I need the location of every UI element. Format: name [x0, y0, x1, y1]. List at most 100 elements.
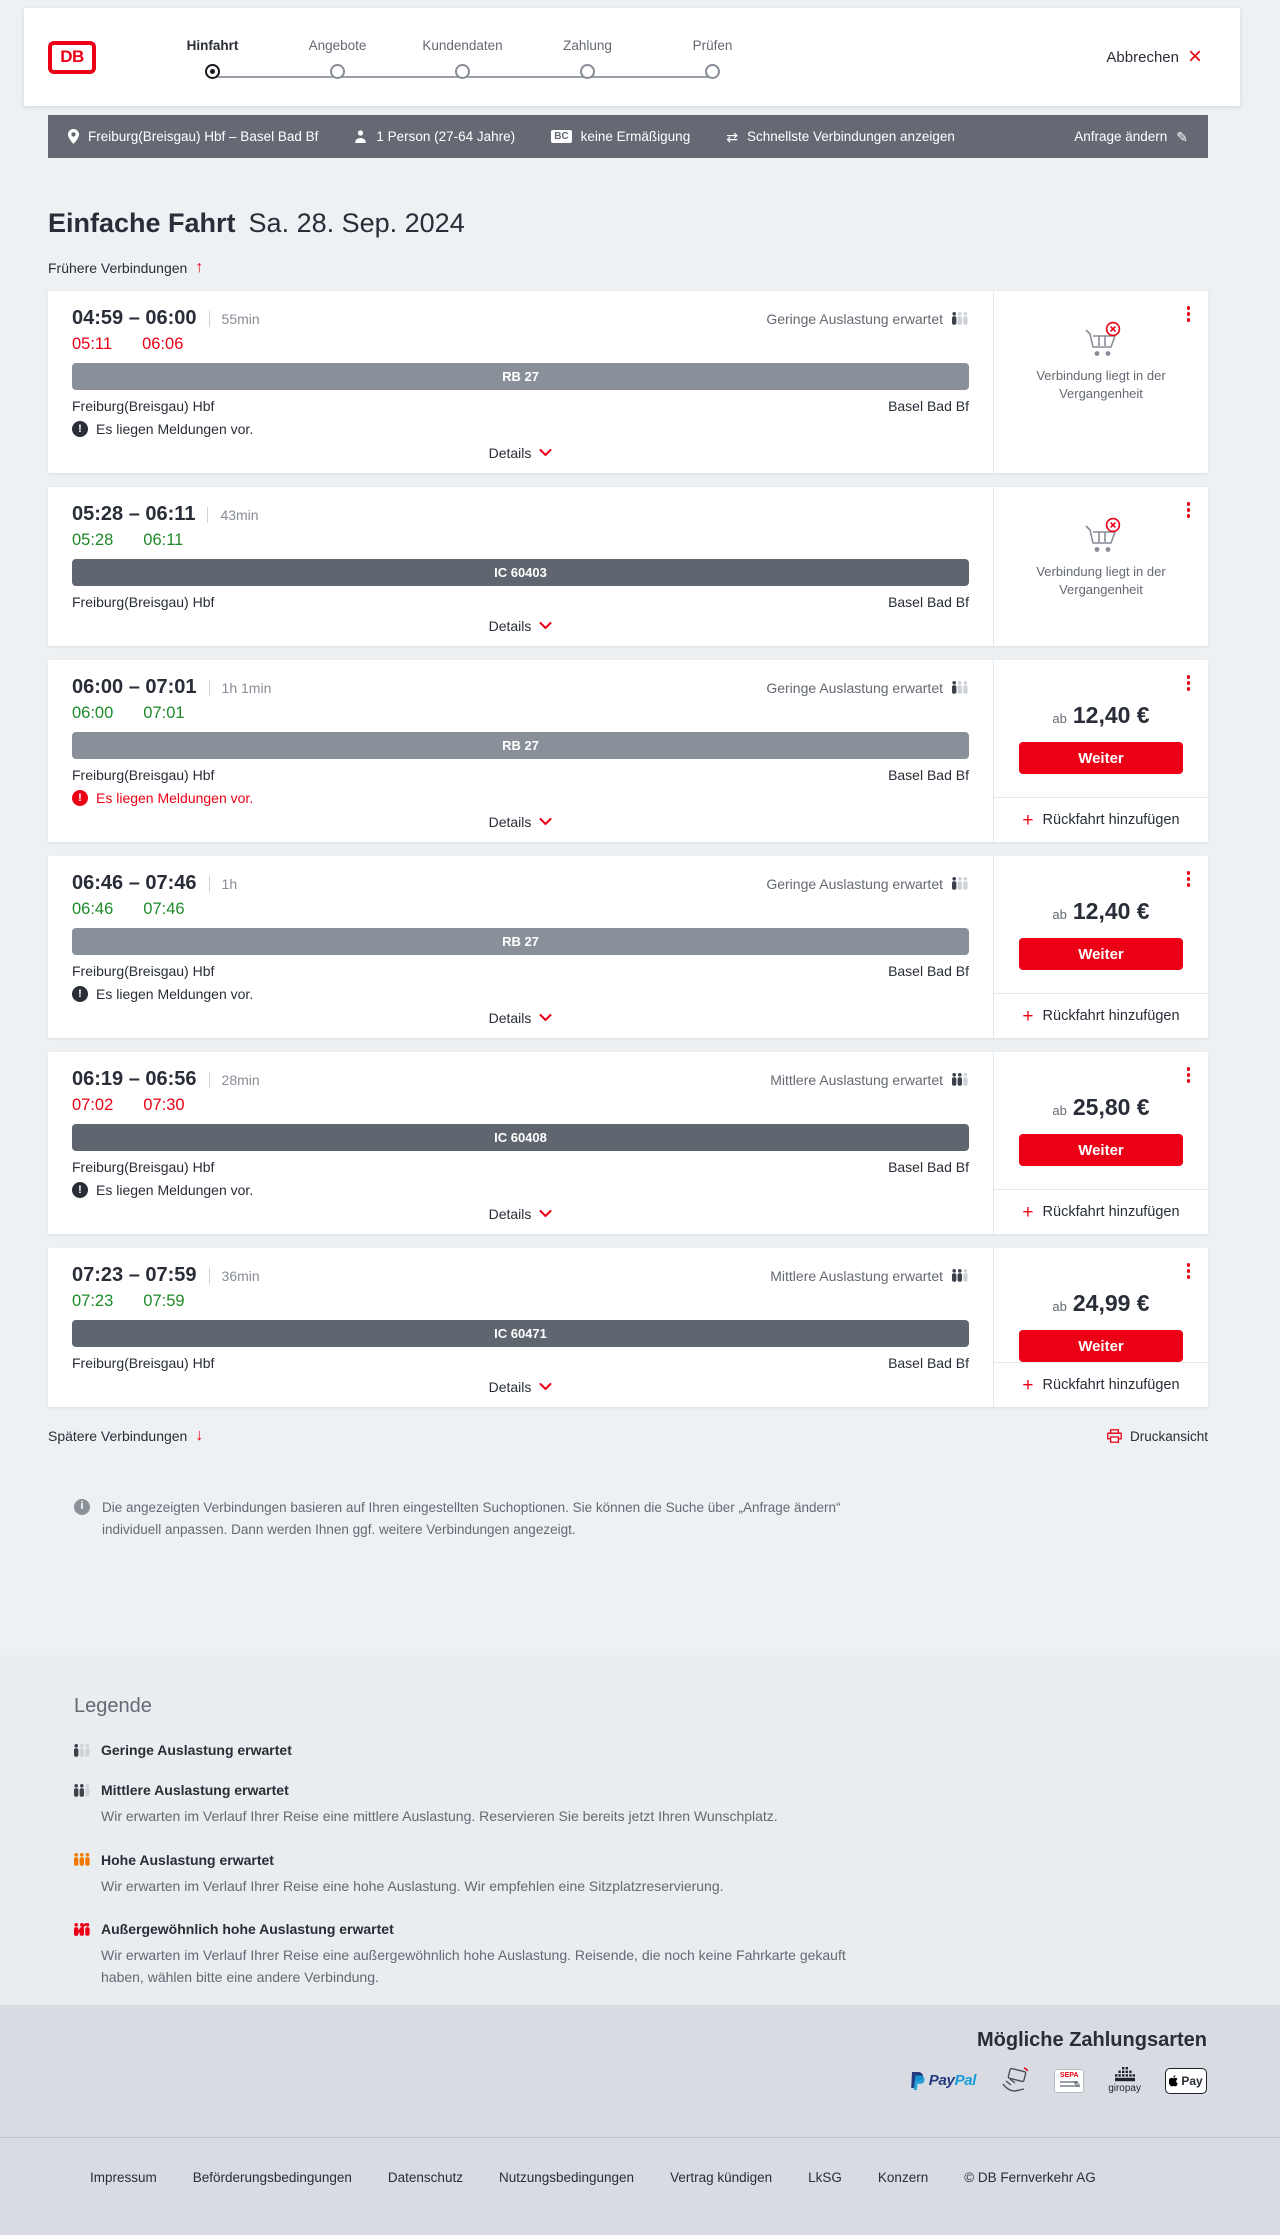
- legend-item: Geringe Auslastung erwartet: [74, 1742, 1280, 1758]
- occupancy-icon: [952, 1269, 968, 1282]
- occupancy-icon: [952, 681, 968, 694]
- destination-station: Basel Bad Bf: [888, 767, 969, 783]
- footer-link[interactable]: Nutzungsbedingungen: [498, 2170, 635, 2185]
- print-view-link[interactable]: Druckansicht: [1107, 1429, 1208, 1444]
- travel-date: Sa. 28. Sep. 2024: [248, 208, 465, 238]
- earlier-connections-link[interactable]: Frühere Verbindungen ↑: [48, 259, 204, 276]
- footer-link[interactable]: Impressum: [90, 2170, 157, 2185]
- add-return-button[interactable]: + Rückfahrt hinzufügen: [994, 993, 1208, 1038]
- real-departure: 06:46: [72, 900, 114, 918]
- footer-links: Impressum Beförderungsbedingungen Datensch…: [90, 2170, 1096, 2185]
- destination-station: Basel Bad Bf: [888, 1355, 969, 1371]
- details-toggle[interactable]: Details: [489, 1198, 553, 1222]
- pencil-icon: ✎: [1176, 128, 1188, 145]
- messages-notice[interactable]: ! Es liegen Meldungen vor.: [72, 790, 253, 806]
- connection-card: 06:19 – 06:56 28min Mittlere Auslastung …: [48, 1052, 1208, 1234]
- train-segment-bar[interactable]: IC 60471: [72, 1320, 969, 1347]
- weiter-button[interactable]: Weiter: [1019, 1134, 1183, 1166]
- step-4[interactable]: Prüfen: [650, 38, 775, 79]
- origin-station: Freiburg(Breisgau) Hbf: [72, 1159, 215, 1175]
- card-menu-button[interactable]: [1184, 499, 1194, 521]
- add-return-button[interactable]: + Rückfahrt hinzufügen: [994, 1189, 1208, 1234]
- destination-station: Basel Bad Bf: [888, 398, 969, 414]
- real-departure: 07:02: [72, 1096, 114, 1114]
- card-menu-button[interactable]: [1184, 1260, 1194, 1282]
- price: ab 12,40 €: [1052, 898, 1150, 924]
- header: DB Hinfahrt Angebote Kundendaten Zahlung…: [24, 8, 1240, 106]
- train-segment-bar[interactable]: RB 27: [72, 928, 969, 955]
- later-connections-link[interactable]: Spätere Verbindungen ↓: [48, 1427, 204, 1444]
- db-logo: DB: [48, 40, 96, 74]
- real-times: 05:11 06:06: [72, 335, 969, 354]
- offer-panel: Verbindung liegt in der Vergangenheit: [993, 291, 1208, 473]
- step-0[interactable]: Hinfahrt: [150, 38, 275, 79]
- past-connection-label: Verbindung liegt in der Vergangenheit: [1036, 368, 1166, 402]
- weiter-button[interactable]: Weiter: [1019, 938, 1183, 970]
- card-menu-button[interactable]: [1184, 303, 1194, 325]
- step-circle-icon: [205, 63, 220, 79]
- messages-notice[interactable]: ! Es liegen Meldungen vor.: [72, 1182, 253, 1198]
- weiter-button[interactable]: Weiter: [1019, 742, 1183, 774]
- arrow-up-icon: ↑: [195, 259, 204, 276]
- page-title: Einfache Fahrt Sa. 28. Sep. 2024: [48, 208, 465, 238]
- details-toggle[interactable]: Details: [489, 1371, 553, 1395]
- alert-icon: !: [72, 421, 88, 437]
- train-segment-bar[interactable]: RB 27: [72, 732, 969, 759]
- connection-card: 05:28 – 06:11 43min 05:28 06:11 IC 60403…: [48, 487, 1208, 646]
- occupancy-icon: [952, 1073, 968, 1086]
- connection-times: 07:23 – 07:59: [72, 1264, 197, 1286]
- add-return-button[interactable]: + Rückfahrt hinzufügen: [994, 1362, 1208, 1407]
- add-return-button[interactable]: + Rückfahrt hinzufügen: [994, 797, 1208, 842]
- details-toggle[interactable]: Details: [489, 1002, 553, 1026]
- alert-icon: !: [72, 1182, 88, 1198]
- real-times: 07:23 07:59: [72, 1292, 969, 1311]
- footer-link[interactable]: Beförderungsbedingungen: [192, 2170, 352, 2185]
- occupancy-icon: [952, 312, 968, 325]
- details-toggle[interactable]: Details: [489, 610, 553, 634]
- messages-notice[interactable]: ! Es liegen Meldungen vor.: [72, 421, 253, 437]
- footer-link[interactable]: Vertrag kündigen: [670, 2170, 773, 2185]
- real-times: 06:00 07:01: [72, 704, 969, 723]
- footer-link[interactable]: Konzern: [877, 2170, 929, 2185]
- train-segment-bar[interactable]: IC 60403: [72, 559, 969, 586]
- footer-link[interactable]: Datenschutz: [387, 2170, 463, 2185]
- cancel-button[interactable]: Abbrechen ×: [1106, 45, 1202, 69]
- footer-link[interactable]: LkSG: [808, 2170, 842, 2185]
- train-segment-bar[interactable]: RB 27: [72, 363, 969, 390]
- card-menu-button[interactable]: [1184, 672, 1194, 694]
- step-1[interactable]: Angebote: [275, 38, 400, 79]
- legend-item: Hohe Auslastung erwartet Wir erwarten im…: [74, 1852, 1280, 1898]
- connection-card: 06:46 – 07:46 1h Geringe Auslastung erwa…: [48, 856, 1208, 1038]
- copyright: © DB Fernverkehr AG: [964, 2170, 1096, 2185]
- printer-icon: [1107, 1429, 1122, 1443]
- legend-section: Legende Geringe Auslastung erwartet Mitt…: [0, 1655, 1280, 2005]
- offer-panel: ab 24,99 € Weiter + Rückfahrt hinzufügen: [993, 1248, 1208, 1407]
- swap-arrows-icon: ⇄: [726, 128, 738, 145]
- step-2[interactable]: Kundendaten: [400, 38, 525, 79]
- edit-request-button[interactable]: Anfrage ändern ✎: [1074, 128, 1188, 145]
- price: ab 25,80 €: [1052, 1094, 1150, 1120]
- sepa-icon: SEPA ✎: [1054, 2068, 1085, 2093]
- plus-icon: +: [1022, 1201, 1034, 1223]
- card-menu-button[interactable]: [1184, 1064, 1194, 1086]
- details-toggle[interactable]: Details: [489, 806, 553, 830]
- discount-summary: BC keine Ermäßigung: [551, 129, 690, 144]
- details-toggle[interactable]: Details: [489, 437, 553, 461]
- messages-notice[interactable]: ! Es liegen Meldungen vor.: [72, 986, 253, 1002]
- giropay-building-icon: [1114, 2067, 1135, 2082]
- card-menu-button[interactable]: [1184, 868, 1194, 890]
- apple-pay-icon: Pay: [1165, 2067, 1207, 2094]
- step-circle-icon: [330, 63, 345, 79]
- footer-divider: [0, 2137, 1280, 2138]
- paypal-logo-icon: [910, 2071, 925, 2090]
- weiter-button[interactable]: Weiter: [1019, 1330, 1183, 1362]
- train-segment-bar[interactable]: IC 60408: [72, 1124, 969, 1151]
- connection-list: 04:59 – 06:00 55min Geringe Auslastung e…: [48, 291, 1208, 1407]
- step-3[interactable]: Zahlung: [525, 38, 650, 79]
- real-times: 07:02 07:30: [72, 1096, 969, 1115]
- alert-icon: !: [72, 790, 88, 806]
- progress-steps: Hinfahrt Angebote Kundendaten Zahlung Pr…: [150, 36, 775, 79]
- chevron-down-icon: [539, 1014, 552, 1021]
- connection-card: 07:23 – 07:59 36min Mittlere Auslastung …: [48, 1248, 1208, 1407]
- cart-unavailable-icon: [1085, 321, 1121, 356]
